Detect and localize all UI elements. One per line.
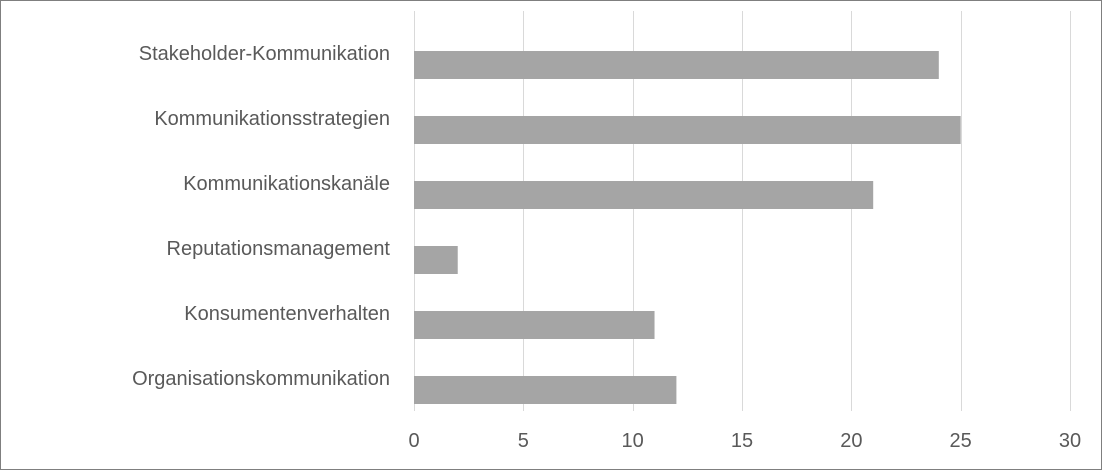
- x-tick-label: 10: [622, 430, 644, 452]
- category-label: Stakeholder-Kommunikation: [139, 43, 390, 65]
- x-tick-label: 5: [518, 430, 529, 452]
- bar: [414, 376, 677, 404]
- category-labels: Stakeholder-Kommunikation Kommunikationss…: [132, 43, 390, 390]
- x-tick-label: 15: [731, 430, 753, 452]
- bar: [414, 181, 874, 209]
- category-label: Kommunikationsstrategien: [154, 108, 390, 130]
- category-label: Kommunikationskanäle: [183, 173, 390, 195]
- bar: [414, 116, 961, 144]
- x-tick-label: 20: [840, 430, 862, 452]
- bar: [414, 311, 655, 339]
- category-label: Konsumentenverhalten: [184, 303, 390, 325]
- x-tick-label: 0: [408, 430, 419, 452]
- bar-chart: Stakeholder-Kommunikation Kommunikationss…: [132, 11, 1081, 452]
- category-label: Reputationsmanagement: [167, 238, 391, 260]
- bars: [414, 51, 961, 404]
- category-label: Organisationskommunikation: [132, 368, 390, 390]
- x-tick-label: 30: [1059, 430, 1081, 452]
- x-tick-label: 25: [950, 430, 972, 452]
- bar: [414, 246, 458, 274]
- x-tick-labels: 0 5 10 15 20 25 30: [408, 430, 1081, 452]
- bar: [414, 51, 939, 79]
